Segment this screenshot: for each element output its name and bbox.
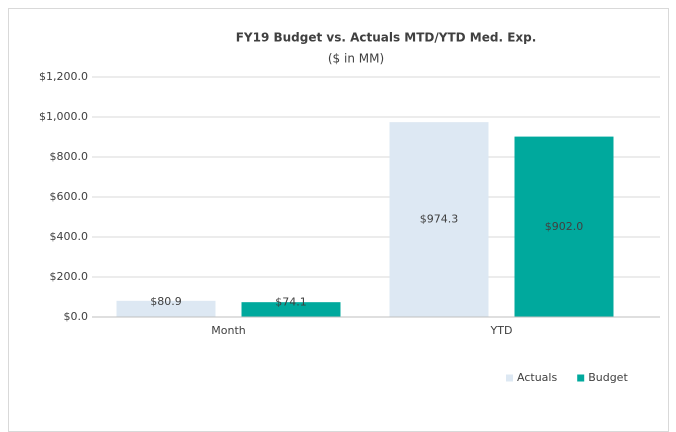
x-tick-label: YTD bbox=[490, 324, 513, 337]
legend-swatch bbox=[506, 374, 513, 382]
chart-subtitle: ($ in MM) bbox=[328, 52, 384, 66]
y-tick-label: $1,200.0 bbox=[39, 70, 88, 83]
x-tick-label: Month bbox=[211, 324, 246, 337]
data-label: $80.9 bbox=[150, 295, 182, 308]
y-tick-label: $400.0 bbox=[50, 230, 89, 243]
bar bbox=[514, 136, 614, 317]
y-tick-label: $600.0 bbox=[50, 190, 89, 203]
y-tick-label: $800.0 bbox=[50, 150, 89, 163]
bar bbox=[389, 122, 489, 317]
legend-swatch bbox=[577, 374, 585, 382]
bar bbox=[241, 302, 341, 317]
legend-label: Actuals bbox=[517, 371, 557, 384]
legend-label: Budget bbox=[588, 371, 628, 384]
chart-title: FY19 Budget vs. Actuals MTD/YTD Med. Exp… bbox=[236, 31, 537, 45]
data-label: $902.0 bbox=[545, 220, 584, 233]
y-tick-label: $0.0 bbox=[64, 310, 89, 323]
bar bbox=[116, 300, 216, 317]
data-label: $974.3 bbox=[420, 213, 459, 226]
y-tick-label: $1,000.0 bbox=[39, 110, 88, 123]
y-tick-label: $200.0 bbox=[50, 270, 89, 283]
data-label: $74.1 bbox=[275, 296, 307, 309]
